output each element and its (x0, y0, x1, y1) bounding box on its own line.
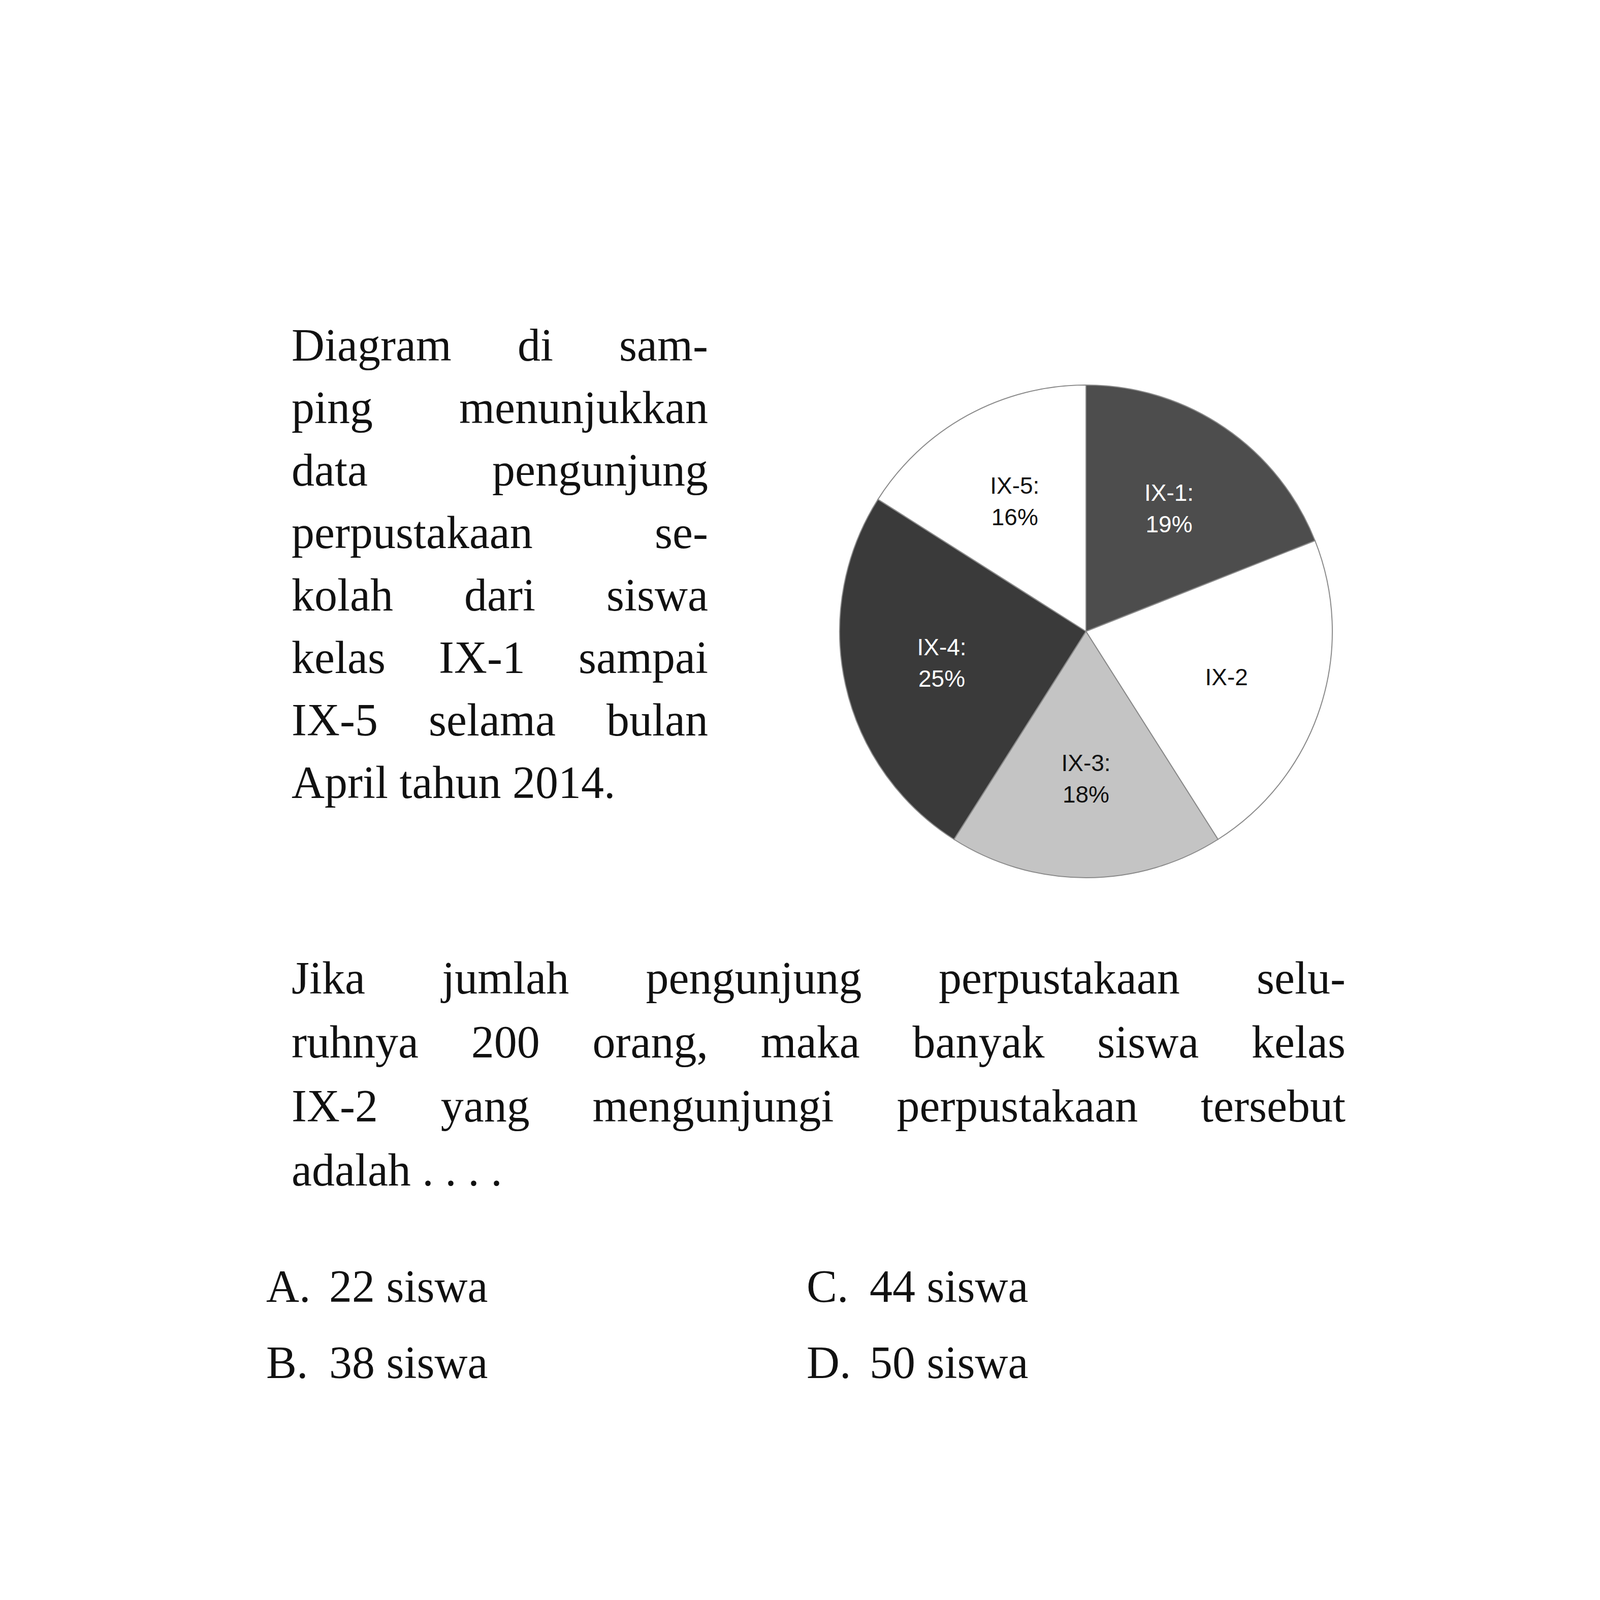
svg-text:IX-5:16%: IX-5:16% (989, 472, 1040, 531)
html-text:kelas IX-1 sampai: kelas IX-1 sampai (291, 632, 709, 683)
html-text:B.: B. (266, 1337, 309, 1388)
html-text:A.: A. (266, 1261, 311, 1312)
html-text:38 siswa: 38 siswa (329, 1337, 488, 1388)
html-text:April tahun 2014.: April tahun 2014. (291, 757, 616, 808)
html-text:ruhnya 200 orang, maka banyak: ruhnya 200 orang, maka banyak siswa kela… (291, 1016, 1346, 1068)
html-text:adalah . . . .: adalah . . . . (291, 1144, 503, 1196)
html-text:C.: C. (806, 1261, 849, 1312)
html-text:IX-2 yang mengunjungi perpusta: IX-2 yang mengunjungi perpustakaan terse… (291, 1080, 1346, 1132)
html-text:data pengunjung: data pengunjung (291, 444, 709, 496)
html-text:IX-5 selama bulan: IX-5 selama bulan (291, 694, 709, 746)
html-text:Diagram di sam-: Diagram di sam- (291, 320, 709, 371)
html-text:Jika jumlah pengunjung perpust: Jika jumlah pengunjung perpustakaan selu… (291, 952, 1346, 1004)
svg-text:IX-2: IX-2 (1205, 663, 1248, 691)
html-text:44 siswa: 44 siswa (869, 1261, 1029, 1312)
html-text:22 siswa: 22 siswa (329, 1261, 488, 1312)
svg-text:IX-3:18%: IX-3:18% (1061, 749, 1111, 808)
html-text:D. 50 siswa: D. 50 siswa (806, 1337, 1029, 1388)
html-text:kolah dari siswa: kolah dari siswa (291, 569, 709, 621)
html-text:ping menunjukkan: ping menunjukkan (291, 382, 709, 433)
svg-text:IX-4:25%: IX-4:25% (916, 633, 967, 692)
svg-text:IX-1:19%: IX-1:19% (1144, 479, 1194, 538)
html-text:perpustakaan se-: perpustakaan se- (291, 507, 709, 558)
